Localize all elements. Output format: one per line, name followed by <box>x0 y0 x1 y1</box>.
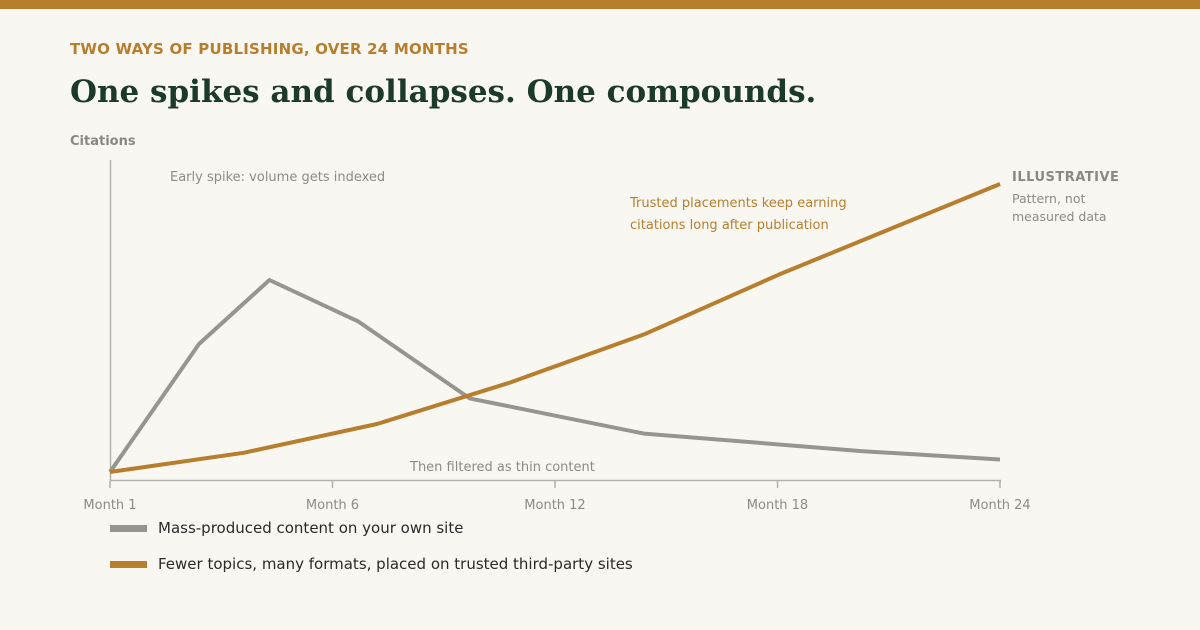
illustrative-badge-title: ILLUSTRATIVE <box>1012 170 1119 185</box>
illustrative-note-line-1: Pattern, not <box>1012 191 1085 206</box>
x-tick-label: Month 1 <box>83 498 136 513</box>
x-tick-label: Month 18 <box>747 498 808 513</box>
x-tick-label: Month 12 <box>524 498 585 513</box>
chart-kicker: TWO WAYS OF PUBLISHING, OVER 24 MONTHS <box>70 40 469 58</box>
x-tick-label: Month 6 <box>306 498 359 513</box>
x-tick-label: Month 24 <box>969 498 1030 513</box>
chart-headline: One spikes and collapses. One compounds. <box>70 74 817 110</box>
legend-label-mass-produced: Mass-produced content on your own site <box>158 519 464 537</box>
annotation-early-spike: Early spike: volume gets indexed <box>170 170 385 185</box>
annotation-filtered: Then filtered as thin content <box>409 460 595 475</box>
legend-label-trusted: Fewer topics, many formats, placed on tr… <box>158 555 633 573</box>
top-accent-bar <box>0 0 1200 9</box>
series-line-trusted-placements <box>109 182 1001 474</box>
annotation-trusted-line-2: citations long after publication <box>630 218 829 233</box>
legend-swatch-gold <box>110 560 147 568</box>
series-line-mass-produced <box>108 278 1001 474</box>
annotation-trusted-line-1: Trusted placements keep earning <box>629 196 847 211</box>
chart-legend: Mass-produced content on your own site F… <box>110 510 633 582</box>
y-axis-label: Citations <box>70 134 136 149</box>
legend-item-mass-produced: Mass-produced content on your own site <box>110 510 633 546</box>
illustrative-note-line-2: measured data <box>1012 209 1107 224</box>
legend-item-trusted: Fewer topics, many formats, placed on tr… <box>110 546 633 582</box>
legend-swatch-gray <box>110 524 147 532</box>
